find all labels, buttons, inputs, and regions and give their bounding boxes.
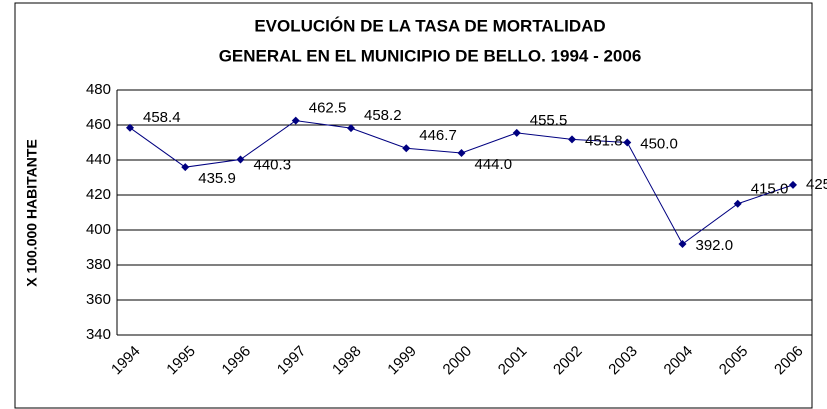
marker: [457, 149, 466, 157]
marker: [291, 116, 300, 125]
data-label: 462.5: [309, 100, 347, 117]
y-tick-label: 460: [86, 116, 111, 133]
marker: [236, 155, 245, 164]
data-label: 455.5: [530, 112, 568, 129]
data-label: 446.7: [419, 127, 457, 144]
data-label: 450.0: [640, 135, 678, 152]
marker: [402, 144, 411, 153]
marker: [126, 123, 134, 132]
data-label: 425.8: [806, 176, 827, 193]
y-tick-label: 340: [86, 326, 111, 343]
y-tick-label: 400: [86, 221, 111, 238]
y-tick-label: 440: [86, 151, 111, 168]
marker: [789, 180, 797, 189]
data-label: 392.0: [696, 237, 734, 254]
marker: [181, 163, 190, 172]
marker: [512, 128, 521, 137]
chart-frame: [14, 2, 813, 409]
data-label: 444.0: [475, 156, 513, 173]
y-tick-label: 380: [86, 256, 111, 273]
data-label: 440.3: [254, 156, 292, 173]
chart-title: GENERAL EN EL MUNICIPIO DE BELLO. 1994 -…: [219, 46, 642, 65]
marker: [347, 124, 355, 133]
marker: [623, 138, 632, 147]
data-label: 458.4: [143, 109, 181, 126]
marker: [678, 240, 687, 248]
y-tick-label: 360: [86, 291, 111, 308]
data-label: 458.2: [364, 107, 402, 124]
data-label: 451.8: [585, 132, 623, 149]
y-tick-label: 480: [86, 81, 111, 98]
data-label: 435.9: [198, 170, 236, 187]
y-axis-label: X 100.000 HABITANTE: [24, 139, 40, 287]
marker: [568, 135, 576, 144]
data-label: 415.0: [751, 181, 789, 198]
marker: [733, 199, 742, 208]
chart-title: EVOLUCIÓN DE LA TASA DE MORTALIDAD: [254, 16, 605, 35]
y-tick-label: 420: [86, 186, 111, 203]
